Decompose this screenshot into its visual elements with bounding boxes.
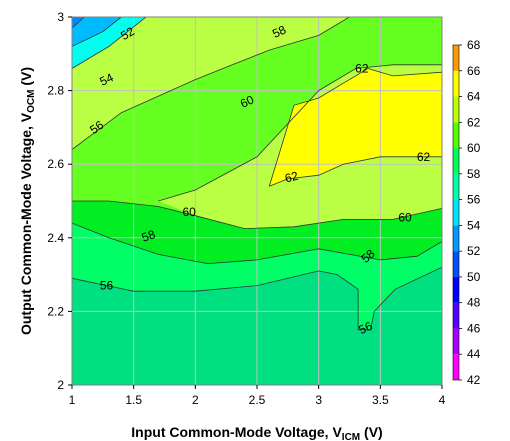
y-axis-title: Output Common-Mode Voltage, VOCM (V) <box>18 67 37 335</box>
contour-label: 56 <box>357 319 375 337</box>
x-tick-label: 3.5 <box>372 393 389 407</box>
colorbar-label: 52 <box>467 244 481 258</box>
x-tick-label: 2.5 <box>249 393 266 407</box>
x-tick-label: 3 <box>315 393 322 407</box>
contour-region-lt52 <box>72 17 122 47</box>
contour-line <box>269 156 442 187</box>
contour-line <box>158 64 442 202</box>
y-tick-label: 2.6 <box>47 157 64 171</box>
colorbar-label: 60 <box>467 141 481 155</box>
colorbar-swatch <box>453 122 459 149</box>
colorbar-swatch <box>453 276 459 303</box>
colorbar-swatch <box>453 199 459 226</box>
contour-line <box>72 222 442 265</box>
colorbar-swatch <box>453 328 459 355</box>
colorbar-label: 42 <box>467 373 481 387</box>
colorbar-label: 62 <box>467 115 481 129</box>
contour-line <box>72 266 442 331</box>
y-tick-label: 3 <box>57 10 64 24</box>
contour-label: 58 <box>140 227 158 245</box>
contour-region-ge64 <box>269 68 442 187</box>
colorbar-swatch <box>453 45 459 71</box>
y-tick-labels: 2 2.2 2.4 2.6 2.8 3 <box>47 10 72 392</box>
contour-label: 62 <box>417 150 431 164</box>
colorbar-swatch <box>453 173 459 200</box>
contour-label: 56 <box>100 279 114 293</box>
colorbar: 42 44 46 48 50 52 54 56 58 60 62 64 66 68 <box>452 38 481 387</box>
contour-line <box>72 17 122 47</box>
x-tick-label: 2 <box>192 393 199 407</box>
contour-line <box>72 17 147 69</box>
x-tick-label: 1.5 <box>125 393 142 407</box>
contour-label: 58 <box>270 22 288 40</box>
contour-line <box>72 200 442 230</box>
contour-line <box>268 68 442 187</box>
contour-label: 60 <box>238 92 256 110</box>
contour-line <box>72 17 350 150</box>
colorbar-swatch <box>453 96 459 123</box>
colorbar-label: 64 <box>467 90 481 104</box>
colorbar-swatch <box>453 354 459 380</box>
contour-label: 60 <box>398 211 412 225</box>
y-tick-label: 2.8 <box>47 84 64 98</box>
colorbar-label: 50 <box>467 270 481 284</box>
colorbar-swatch <box>453 302 459 329</box>
contour-label: 60 <box>182 205 196 219</box>
colorbar-frame <box>452 44 460 381</box>
y-tick-label: 2 <box>57 378 64 392</box>
x-tick-label: 1 <box>69 393 76 407</box>
contour-region-ge62 <box>72 17 350 150</box>
colorbar-swatch <box>453 70 459 97</box>
colorbar-swatch <box>453 251 459 277</box>
x-axis-title: Input Common-Mode Voltage, VICM (V) <box>131 424 382 441</box>
colorbar-swatch <box>453 148 459 174</box>
x-tick-label: 4 <box>439 393 446 407</box>
contour-label: 62 <box>355 62 369 76</box>
contour-label: 54 <box>98 70 116 88</box>
colorbar-label: 54 <box>467 218 481 232</box>
contour-label: 52 <box>118 24 137 43</box>
colorbar-label: 46 <box>467 321 481 335</box>
y-tick-label: 2.2 <box>47 304 64 318</box>
contour-label: 62 <box>283 169 300 186</box>
colorbar-label: 66 <box>467 64 481 78</box>
contour-line <box>72 17 85 29</box>
colorbar-label: 48 <box>467 296 481 310</box>
colorbar-label: 58 <box>467 167 481 181</box>
colorbar-label: 68 <box>467 38 481 52</box>
colorbar-label: 56 <box>467 193 481 207</box>
contour-lines <box>72 17 442 331</box>
x-tick-labels: 1 1.5 2 2.5 3 3.5 4 <box>69 385 446 407</box>
colorbar-swatch <box>453 225 459 252</box>
colorbar-label: 44 <box>467 347 481 361</box>
y-tick-label: 2.4 <box>47 231 64 245</box>
